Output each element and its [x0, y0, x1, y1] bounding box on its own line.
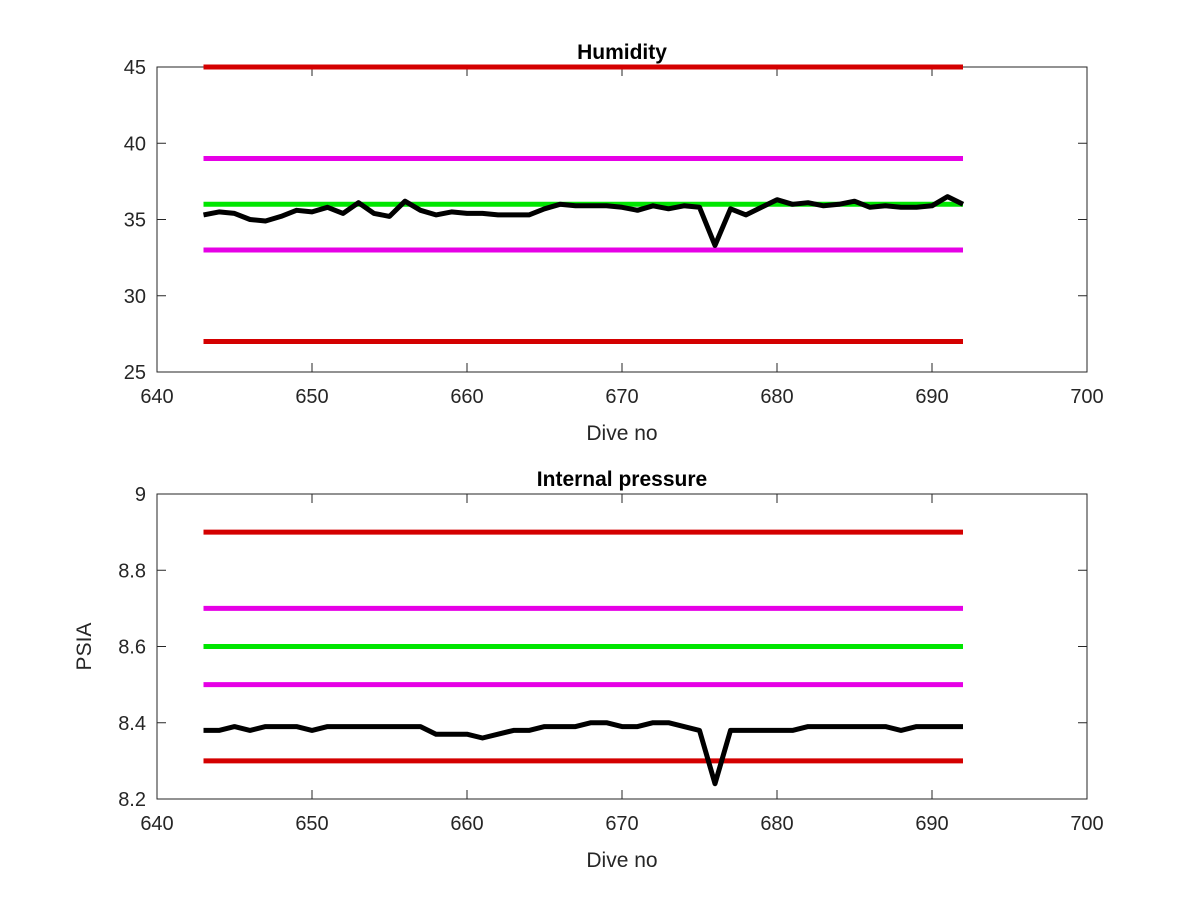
pressure-x-tick-label: 660: [450, 813, 483, 835]
pressure-x-tick-label: 680: [760, 813, 793, 835]
pressure-y-tick-label: 8.2: [118, 789, 146, 811]
pressure-series-line: [203, 720, 963, 787]
pressure-x-tick-label: 670: [605, 813, 638, 835]
pressure-reference-lines: [203, 529, 963, 764]
humidity-y-tick-label: 30: [124, 286, 146, 308]
pressure-chart-title: Internal pressure: [537, 468, 707, 491]
humidity-y-tick-label: 35: [124, 210, 146, 232]
pressure-panel: Internal pressure Dive no PSIA 640 650 660…: [73, 468, 1104, 872]
humidity-y-tick-label: 45: [124, 57, 146, 79]
pressure-x-tick-label: 640: [140, 813, 173, 835]
pressure-x-tick-label: 700: [1070, 813, 1103, 835]
pressure-axis-ticks: 640 650 660 670 680 690 700 8.2 8.4 8.6 8.8 9: [118, 484, 1104, 835]
pressure-x-tick-label: 690: [915, 813, 948, 835]
pressure-y-tick-label: 9: [135, 484, 146, 506]
pressure-x-tick-label: 650: [295, 813, 328, 835]
humidity-x-tick-label: 680: [760, 386, 793, 408]
pressure-y-tick-label: 8.6: [118, 637, 146, 659]
humidity-plot-area: [156, 66, 1088, 373]
humidity-y-tick-label: 25: [124, 362, 146, 384]
humidity-x-tick-label: 700: [1070, 386, 1103, 408]
humidity-axis-ticks: 640 650 660 670 680 690 700 25 30 35 40 45: [124, 57, 1104, 408]
humidity-x-tick-label: 640: [140, 386, 173, 408]
humidity-x-tick-label: 650: [295, 386, 328, 408]
humidity-x-tick-label: 670: [605, 386, 638, 408]
humidity-x-tick-label: 690: [915, 386, 948, 408]
humidity-series: [203, 194, 965, 248]
pressure-series: [203, 720, 963, 787]
humidity-chart-title: Humidity: [577, 41, 667, 64]
humidity-panel: Humidity Dive no 640 650 660 670 680 690 700 25…: [124, 41, 1104, 445]
humidity-y-tick-label: 40: [124, 133, 146, 155]
humidity-x-axis-label: Dive no: [586, 422, 657, 445]
humidity-series-line: [203, 194, 965, 248]
humidity-x-tick-label: 660: [450, 386, 483, 408]
pressure-x-axis-label: Dive no: [586, 849, 657, 872]
pressure-y-tick-label: 8.4: [118, 713, 146, 735]
pressure-y-tick-label: 8.8: [118, 560, 146, 582]
pressure-y-axis-label: PSIA: [73, 623, 96, 671]
